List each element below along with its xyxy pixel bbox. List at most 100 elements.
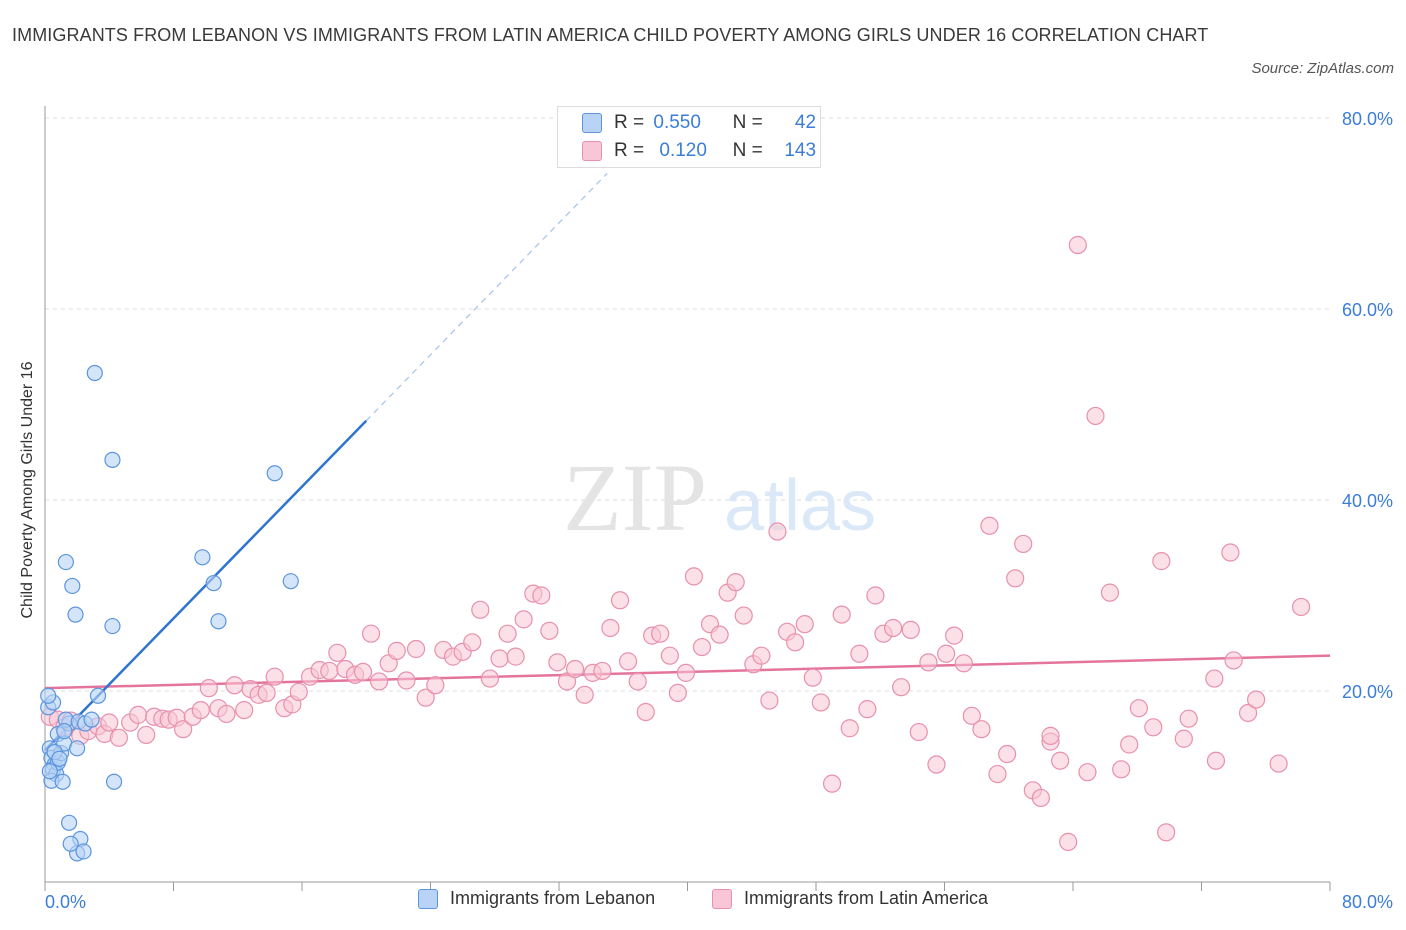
data-point-latin-america (257, 683, 276, 703)
data-point-latin-america (397, 671, 416, 690)
data-point-latin-america (1269, 754, 1288, 773)
legend-r-value-lebanon: 0.550 (653, 112, 701, 133)
data-point-latin-america (840, 719, 859, 738)
data-point-latin-america (361, 624, 381, 643)
data-point-latin-america (506, 647, 525, 666)
data-point-latin-america (636, 702, 655, 722)
data-point-latin-america (1051, 751, 1070, 770)
data-point-latin-america (225, 676, 244, 695)
data-point-latin-america (972, 720, 991, 739)
data-point-latin-america (760, 691, 779, 710)
data-point-latin-america (628, 672, 647, 691)
data-point-latin-america (191, 700, 210, 720)
data-point-lebanon (282, 573, 299, 590)
legend-swatch-latin-america (582, 140, 602, 161)
data-point-latin-america (1205, 669, 1224, 688)
legend-r-value-latin-america: 0.120 (659, 140, 707, 161)
data-point-latin-america (1152, 552, 1171, 571)
data-point-latin-america (988, 764, 1007, 784)
data-point-lebanon (105, 773, 123, 790)
data-point-latin-america (752, 646, 771, 665)
data-point-latin-america (858, 700, 877, 719)
data-point-latin-america (945, 626, 964, 645)
data-point-latin-america (289, 682, 308, 702)
data-point-latin-america (463, 633, 482, 652)
data-point-latin-america (514, 610, 533, 629)
data-point-latin-america (137, 725, 156, 745)
data-point-latin-america (803, 668, 822, 687)
data-point-lebanon (205, 574, 222, 592)
trendline-lebanon-extension (365, 172, 608, 422)
data-point-latin-america (235, 700, 254, 720)
data-point-lebanon (51, 750, 68, 767)
data-point-lebanon (75, 843, 92, 860)
bottom-legend-latin-america: Immigrants from Latin America (712, 888, 988, 910)
data-point-latin-america (811, 693, 830, 712)
legend-r-label: R = (614, 112, 645, 133)
watermark-atlas: atlas (724, 466, 876, 546)
legend-n-label: N = (732, 112, 763, 133)
data-point-lebanon (40, 687, 57, 704)
data-point-latin-america (328, 643, 347, 662)
data-point-latin-america (565, 659, 585, 679)
y-tick-label: 40.0% (1342, 491, 1393, 511)
legend-n-label: N = (732, 140, 763, 161)
data-point-latin-america (901, 620, 920, 639)
legend-row-lebanon: R = 0.550 N = 42 (582, 112, 816, 136)
data-point-lebanon (64, 577, 81, 595)
data-point-latin-america (490, 649, 509, 668)
data-point-latin-america (387, 641, 406, 660)
y-tick-label: 60.0% (1342, 300, 1393, 320)
data-point-latin-america (660, 646, 679, 665)
data-point-latin-america (919, 653, 938, 672)
data-point-lebanon (54, 773, 71, 790)
data-point-lebanon (57, 553, 74, 571)
data-point-latin-america (406, 639, 426, 659)
data-point-latin-america (954, 654, 973, 673)
chart-title: IMMIGRANTS FROM LEBANON VS IMMIGRANTS FR… (12, 25, 1209, 45)
bottom-legend-label-lebanon: Immigrants from Lebanon (450, 888, 656, 908)
x-tick-label: 80.0% (1342, 892, 1393, 912)
data-point-latin-america (610, 591, 630, 610)
data-point-latin-america (471, 600, 490, 619)
data-point-latin-america (1006, 569, 1025, 588)
data-point-latin-america (1238, 703, 1258, 723)
data-point-latin-america (593, 661, 612, 681)
data-point-latin-america (883, 618, 903, 638)
x-tick-label: 0.0% (45, 892, 86, 912)
data-point-latin-america (265, 667, 284, 686)
data-point-lebanon (194, 549, 211, 566)
data-point-latin-america (734, 606, 753, 625)
data-point-latin-america (768, 522, 787, 541)
data-point-latin-america (909, 722, 928, 742)
data-point-lebanon (89, 687, 107, 704)
y-tick-label: 20.0% (1342, 682, 1393, 702)
data-point-latin-america (692, 637, 712, 657)
data-point-latin-america (1144, 718, 1163, 737)
data-point-latin-america (1014, 534, 1033, 554)
legend-row-latin-america: R = 0.120 N = 143 (582, 140, 816, 164)
data-point-latin-america (129, 705, 148, 724)
data-point-latin-america (998, 744, 1017, 764)
y-axis-label: Child Poverty Among Girls Under 16 (19, 361, 36, 619)
data-point-lebanon (266, 465, 283, 482)
data-point-latin-america (532, 586, 551, 605)
data-point-latin-america (1068, 235, 1087, 255)
bottom-legend-swatch-latin-america (712, 889, 732, 910)
data-point-latin-america (1174, 729, 1193, 748)
legend-n-value-latin-america: 143 (784, 140, 817, 161)
data-point-latin-america (174, 720, 193, 739)
data-point-lebanon (104, 617, 121, 635)
data-point-latin-america (892, 678, 911, 697)
data-point-latin-america (710, 625, 729, 644)
data-point-latin-america (1031, 788, 1050, 808)
data-point-latin-america (980, 516, 999, 535)
data-point-latin-america (480, 669, 500, 688)
legend-r-label: R = (614, 140, 645, 161)
data-point-latin-america (1206, 751, 1226, 770)
data-point-latin-america (1041, 726, 1060, 745)
data-point-latin-america (850, 644, 869, 663)
data-point-latin-america (416, 688, 435, 707)
data-point-latin-america (1120, 735, 1139, 754)
